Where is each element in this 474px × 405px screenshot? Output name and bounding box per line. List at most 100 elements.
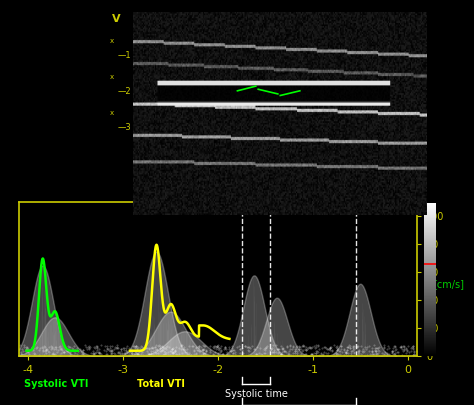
Point [397, 344, 405, 351]
Point [109, 347, 116, 354]
Point [202, 347, 210, 354]
Point [118, 346, 125, 352]
Point [46, 343, 53, 350]
Point [70, 352, 78, 358]
Point [22, 353, 29, 359]
Point [346, 345, 354, 352]
Point [57, 346, 65, 352]
Point [365, 348, 373, 354]
Point [45, 348, 52, 354]
Point [160, 351, 167, 358]
Point [357, 351, 365, 358]
Point [107, 348, 114, 354]
Point [126, 353, 134, 359]
Point [93, 343, 101, 350]
Point [87, 350, 95, 356]
Point [397, 343, 405, 350]
Point [332, 344, 340, 350]
Point [222, 345, 229, 352]
Point [275, 349, 283, 356]
Point [51, 351, 59, 358]
Point [215, 347, 223, 353]
Point [82, 344, 89, 351]
Point [168, 345, 176, 352]
Point [354, 348, 362, 354]
Point [134, 351, 142, 357]
Point [380, 352, 388, 358]
Point [117, 350, 124, 357]
Point [49, 350, 57, 356]
Point [334, 345, 341, 352]
Point [52, 345, 60, 352]
Point [138, 348, 146, 355]
Point [410, 351, 418, 357]
Point [238, 345, 246, 351]
Point [117, 345, 125, 352]
Point [134, 351, 142, 357]
Point [286, 345, 294, 352]
Point [141, 342, 148, 348]
Point [18, 351, 26, 357]
Point [199, 352, 207, 358]
Point [243, 344, 250, 350]
Point [72, 350, 79, 356]
Point [190, 353, 198, 359]
Point [90, 344, 98, 350]
Point [95, 350, 103, 356]
Point [172, 348, 179, 355]
Point [121, 350, 128, 357]
Point [102, 351, 109, 357]
Point [228, 352, 236, 358]
Point [275, 345, 283, 352]
Point [410, 343, 417, 350]
Point [338, 349, 346, 355]
Point [328, 347, 336, 353]
Point [407, 347, 415, 354]
Point [151, 344, 158, 350]
Point [320, 349, 328, 356]
Point [114, 349, 121, 355]
Point [264, 343, 271, 349]
Point [149, 345, 156, 352]
Point [246, 345, 254, 351]
Point [289, 352, 296, 359]
Point [343, 343, 351, 350]
Point [413, 348, 421, 354]
Point [374, 347, 381, 354]
Point [285, 348, 292, 354]
Point [183, 349, 191, 355]
Point [141, 344, 148, 351]
Point [85, 345, 93, 352]
Point [108, 347, 116, 354]
Point [202, 347, 210, 354]
Point [56, 343, 64, 350]
Point [118, 350, 126, 357]
Point [368, 347, 375, 354]
Point [160, 344, 167, 350]
Point [125, 352, 132, 358]
Point [133, 345, 140, 352]
Point [72, 353, 80, 359]
Point [221, 343, 229, 350]
Point [125, 349, 133, 355]
Point [201, 343, 209, 350]
Point [97, 342, 105, 349]
Point [62, 347, 70, 354]
Point [168, 353, 175, 359]
Point [25, 352, 32, 359]
Point [53, 349, 61, 355]
Point [237, 350, 244, 356]
Point [228, 353, 235, 359]
Point [292, 346, 299, 353]
Point [293, 350, 301, 357]
Point [250, 345, 257, 352]
Point [277, 350, 284, 357]
Point [158, 347, 165, 353]
Point [50, 352, 57, 358]
Point [383, 346, 391, 352]
Point [206, 346, 214, 353]
Point [280, 348, 287, 354]
Point [153, 349, 160, 356]
Point [383, 350, 391, 356]
Point [225, 351, 233, 357]
